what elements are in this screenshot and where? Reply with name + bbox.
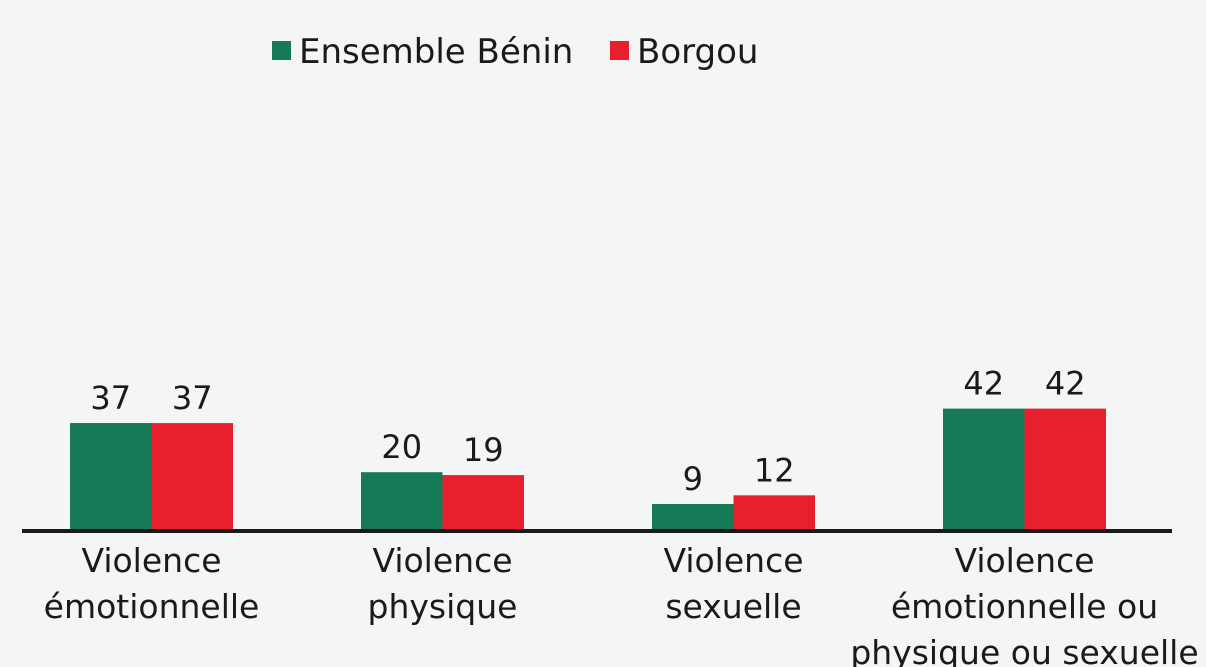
legend-swatch <box>272 41 291 60</box>
bar <box>733 495 815 530</box>
bar <box>151 423 233 530</box>
x-tick-label: Violence <box>663 541 803 580</box>
bar <box>943 408 1025 530</box>
value-label: 42 <box>963 365 1004 403</box>
bar <box>70 423 152 530</box>
x-tick-label: physique <box>368 587 518 626</box>
value-label: 20 <box>381 428 422 466</box>
legend-label: Borgou <box>637 32 758 72</box>
x-tick-label: physique ou sexuelle <box>850 633 1198 667</box>
legend-label: Ensemble Bénin <box>299 32 573 72</box>
value-label: 42 <box>1045 365 1086 403</box>
bar <box>361 472 443 530</box>
x-tick-label: émotionnelle <box>44 587 260 626</box>
legend-swatch <box>610 41 629 60</box>
value-label: 37 <box>90 379 131 417</box>
x-tick-label: Violence <box>372 541 512 580</box>
value-label: 37 <box>172 379 213 417</box>
bar <box>442 475 524 530</box>
value-label: 12 <box>754 451 795 489</box>
x-tick-label: sexuelle <box>665 587 801 626</box>
value-label: 9 <box>683 460 703 498</box>
x-tick-label: Violence <box>81 541 221 580</box>
bar <box>652 503 734 530</box>
value-label: 19 <box>463 431 504 469</box>
bar <box>1024 408 1106 530</box>
x-tick-label: émotionnelle ou <box>891 587 1158 626</box>
x-tick-label: Violence <box>954 541 1094 580</box>
